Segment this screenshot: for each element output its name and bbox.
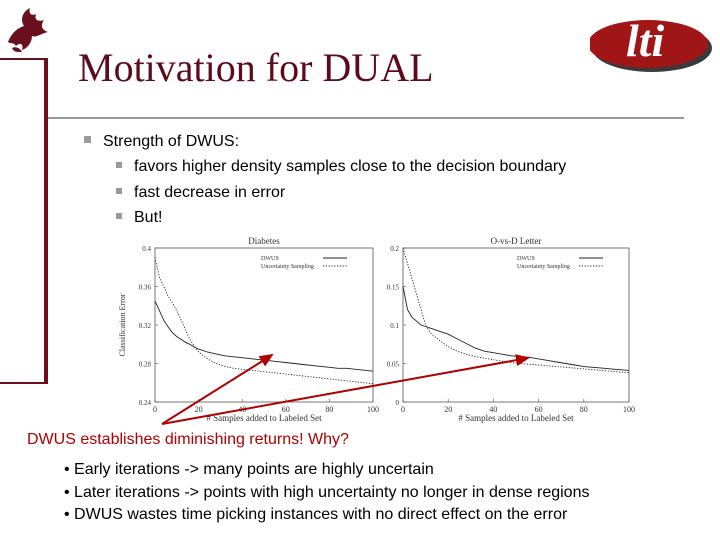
x-tick-label: 20 — [444, 405, 452, 414]
reason-line: • Early iterations -> many points are hi… — [64, 461, 434, 478]
slide-title: Motivation for DUAL — [78, 45, 434, 90]
plot-frame — [154, 247, 374, 403]
y-tick-label: 0.2 — [390, 245, 399, 253]
sub-bullet-text: favors higher density samples close to t… — [134, 158, 567, 175]
y-tick-label: 0.15 — [387, 284, 400, 292]
lti-logo-shape — [588, 20, 712, 72]
plot-frame — [402, 247, 630, 403]
x-tick-label: 20 — [195, 405, 203, 414]
bullet-square-icon — [84, 136, 91, 144]
legend-label: DWUS — [517, 256, 535, 262]
y-tick-label: 0.36 — [139, 284, 152, 292]
x-tick-label: 0 — [153, 405, 157, 414]
y-tick-label: 0.1 — [390, 322, 399, 330]
x-axis-label: # Samples added to Labeled Set — [458, 413, 574, 423]
diminishing-returns-note: DWUS establishes diminishing returns! Wh… — [27, 431, 349, 448]
left-accent-inner — [0, 60, 44, 382]
x-tick-label: 80 — [325, 405, 333, 414]
y-tick-label: 0.32 — [139, 322, 152, 330]
reason-line: • DWUS wastes time picking instances wit… — [64, 506, 568, 523]
sub-bullet-text: fast decrease in error — [134, 184, 286, 201]
x-tick-label: 100 — [623, 405, 635, 414]
series-line-dwus — [154, 300, 374, 372]
series-line-uncertainty — [402, 247, 630, 374]
chart-title: Diabetes — [248, 236, 280, 246]
sub-bullet: fast decrease in error — [116, 184, 285, 202]
legend-label: DWUS — [261, 256, 279, 262]
lti-logo-text: lti — [626, 15, 665, 66]
series-line-uncertainty — [154, 257, 374, 385]
y-tick-label: 0 — [396, 399, 400, 407]
legend-label: Uncertainty Sampling — [517, 264, 570, 270]
x-tick-label: 100 — [367, 405, 379, 414]
bullet-square-icon — [116, 187, 122, 194]
sub-bullet-text: But! — [134, 209, 163, 226]
sub-bullet: favors higher density samples close to t… — [116, 158, 566, 176]
chart-title: O-vs-D Letter — [491, 236, 542, 246]
lti-logo: lti — [588, 12, 718, 78]
series-line-dwus — [402, 286, 630, 371]
reason-line: • Later iterations -> points with high u… — [64, 484, 590, 501]
bullet-square-icon — [116, 212, 122, 219]
y-axis-label: Classification Error — [118, 293, 127, 356]
y-tick-label: 0.28 — [139, 361, 152, 369]
title-underline — [48, 117, 684, 119]
x-tick-label: 80 — [580, 405, 588, 414]
x-tick-label: 0 — [401, 405, 405, 414]
x-axis-label: # Samples added to Labeled Set — [206, 413, 322, 423]
bullet-main-text: Strength of DWUS: — [103, 133, 240, 150]
legend-label: Uncertainty Sampling — [261, 264, 314, 270]
bullet-square-icon — [116, 161, 122, 168]
x-tick-label: 60 — [535, 405, 543, 414]
griffin-logo-icon — [8, 8, 48, 52]
y-tick-label: 0.05 — [387, 361, 400, 369]
y-tick-label: 0.24 — [139, 399, 152, 407]
y-tick-label: 0.4 — [142, 245, 151, 253]
sub-bullet: But! — [116, 209, 162, 227]
bullet-main: Strength of DWUS: — [84, 133, 239, 151]
